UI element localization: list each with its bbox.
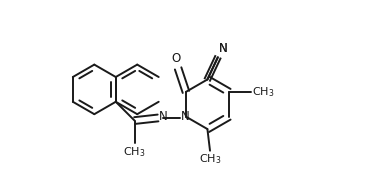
Text: O: O <box>171 52 180 65</box>
Text: N: N <box>219 42 227 55</box>
Text: N: N <box>181 110 190 123</box>
Text: CH$_3$: CH$_3$ <box>199 152 221 166</box>
Text: CH$_3$: CH$_3$ <box>123 145 146 159</box>
Text: CH$_3$: CH$_3$ <box>252 85 275 99</box>
Text: N: N <box>159 110 168 123</box>
Text: N: N <box>219 42 227 55</box>
